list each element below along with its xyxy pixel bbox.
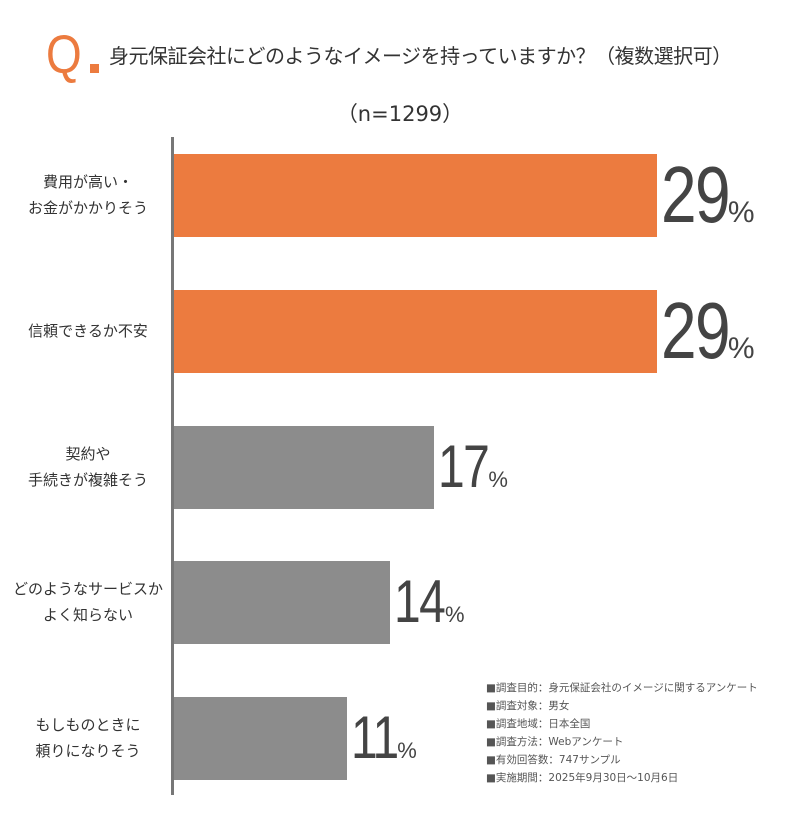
data-label-value: 29 [660, 149, 731, 239]
q-dot [90, 64, 99, 73]
note-line: ■実施期間：2025年9月30日～10月6日 [486, 772, 679, 784]
data-label: 29% [661, 149, 755, 241]
survey-notes: ■調査目的：身元保証会社のイメージに関するアンケート ■調査対象：男女 ■調査地… [486, 679, 758, 787]
data-label-value: 11 [350, 704, 399, 772]
sample-size: （n=1299） [336, 102, 464, 126]
note-line: ■調査対象：男女 [486, 700, 570, 712]
bar [174, 426, 434, 509]
data-label-value: 29 [660, 285, 731, 375]
percent-sign: % [488, 467, 508, 493]
data-label-value: 14 [394, 568, 446, 636]
data-label: 29% [661, 285, 755, 377]
percent-sign: % [727, 331, 755, 365]
chart-title: 身元保証会社にどのようなイメージを持っていますか？（複数選択可） [109, 44, 732, 68]
bar [174, 697, 347, 780]
data-label-value: 17 [437, 433, 490, 501]
bar [174, 290, 657, 373]
category-label: どのようなサービスか よく知らない [12, 580, 163, 624]
percent-sign: % [445, 602, 465, 628]
category-label: 費用が高い・ お金がかかりそう [27, 173, 148, 217]
y-axis-line [171, 137, 174, 795]
percent-sign: % [397, 738, 417, 764]
note-line: ■調査地域：日本全国 [486, 718, 591, 730]
note-line: ■調査方法：Webアンケート [486, 736, 624, 748]
data-label: 14% [394, 567, 464, 636]
bar [174, 561, 391, 644]
data-label: 17% [438, 432, 508, 501]
bar [174, 154, 657, 237]
note-line: ■有効回答数：747サンプル [486, 754, 621, 766]
category-label: 信頼できるか不安 [28, 322, 148, 340]
note-line: ■調査目的：身元保証会社のイメージに関するアンケート [486, 682, 758, 694]
data-label: 11% [351, 703, 417, 772]
q-mark: Q [46, 25, 82, 85]
percent-sign: % [727, 195, 755, 229]
category-label: もしものときに 頼りになりそう [35, 716, 141, 760]
category-label: 契約や 手続きが複雑そう [27, 445, 148, 489]
